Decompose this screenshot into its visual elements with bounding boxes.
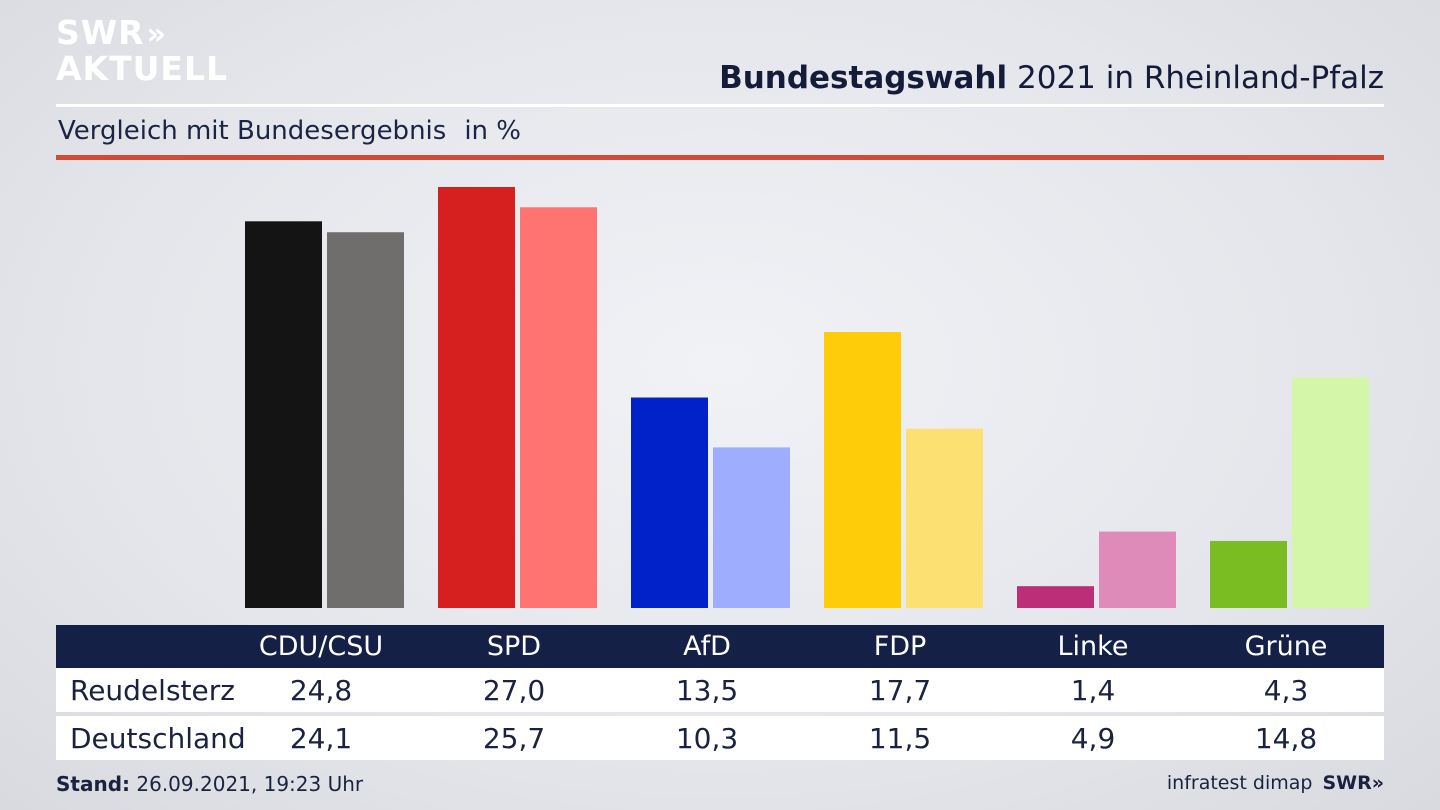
bar-deutschland-cdu-csu [327,232,404,609]
value-deutschland-spd: 25,7 [482,721,546,755]
bar-deutschland-afd [713,447,790,608]
subtitle-unit: in % [464,116,521,146]
value-reudelsterz-gruene: 4,3 [1263,673,1309,707]
table-row: Reudelsterz 24,8 27,0 13,5 17,7 1,4 4,3 [56,668,1384,712]
swr-aktuell-logo: SWR» AKTUELL [56,16,228,85]
accent-divider [56,155,1384,160]
row-label-reudelsterz: Reudelsterz [70,673,235,707]
bar-reudelsterz-gr-ne [1210,540,1287,608]
bar-deutschland-linke [1099,531,1176,608]
bar-reudelsterz-linke [1017,586,1094,608]
bar-deutschland-gr-ne [1292,377,1369,608]
footer-brand: SWR [1322,772,1372,794]
header-fdp: FDP [873,631,927,662]
header-divider [56,104,1384,107]
row-label-deutschland: Deutschland [70,721,246,755]
bar-deutschland-spd [520,207,597,608]
bar-deutschland-fdp [906,428,983,608]
title-rest: 2021 in Rheinland-Pfalz [1017,60,1384,96]
swr-footer-logo: SWR» [1322,772,1384,794]
subtitle-text: Vergleich mit Bundesergebnis [58,116,447,146]
page-title: Bundestagswahl 2021 in Rheinland-Pfalz [719,60,1384,96]
header-gruene: Grüne [1244,631,1328,662]
value-reudelsterz-spd: 27,0 [482,673,546,707]
bar-chart [245,187,1369,609]
value-reudelsterz-linke: 1,4 [1070,673,1116,707]
value-deutschland-gruene: 14,8 [1254,721,1318,755]
value-deutschland-cdu-csu: 24,1 [289,721,353,755]
logo-line2: AKTUELL [56,49,229,88]
value-reudelsterz-afd: 13,5 [675,673,739,707]
value-deutschland-fdp: 11,5 [868,721,932,755]
header-afd: AfD [683,631,731,662]
results-table: CDU/CSU SPD AfD FDP Linke Grüne Reudelst… [56,625,1384,760]
source-credit: infratest dimap SWR» [1167,772,1384,794]
bar-reudelsterz-afd [631,397,708,608]
header-linke: Linke [1057,631,1129,662]
stand-value: 26.09.2021, 19:23 Uhr [136,772,364,796]
bar-reudelsterz-cdu-csu [245,221,322,608]
table-row: Deutschland 24,1 25,7 10,3 11,5 4,9 14,8 [56,716,1384,760]
chart-subtitle: Vergleich mit Bundesergebnis in % [58,116,521,146]
value-deutschland-afd: 10,3 [675,721,739,755]
table-header-row: CDU/CSU SPD AfD FDP Linke Grüne [56,625,1384,668]
header-cdu-csu: CDU/CSU [258,631,384,662]
bar-reudelsterz-fdp [824,332,901,608]
timestamp: Stand: 26.09.2021, 19:23 Uhr [56,772,363,796]
stand-label: Stand: [56,772,131,796]
value-reudelsterz-fdp: 17,7 [868,673,932,707]
header-spd: SPD [486,631,542,662]
footer-brand-chevrons: » [1371,772,1384,794]
value-deutschland-linke: 4,9 [1070,721,1116,755]
source-text: infratest dimap [1166,772,1313,794]
logo-line1: SWR [56,13,145,52]
bar-reudelsterz-spd [438,187,515,608]
logo-chevrons: » [146,17,167,52]
title-bold: Bundestagswahl [719,60,1008,96]
value-reudelsterz-cdu-csu: 24,8 [289,673,353,707]
